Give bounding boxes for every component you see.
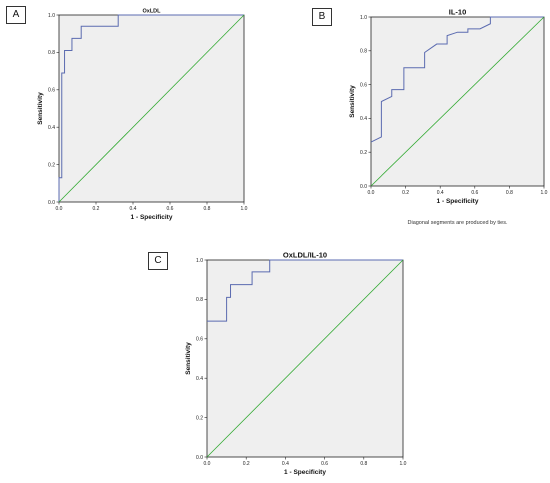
- y-tick-label: 0.2: [196, 415, 203, 421]
- y-tick-label: 0.0: [196, 455, 203, 461]
- x-tick-label: 0.6: [471, 190, 478, 196]
- y-tick-label: 0.6: [48, 88, 55, 94]
- x-tick-label: 0.2: [93, 206, 100, 212]
- y-tick-label: 1.0: [360, 15, 367, 21]
- panel-c-label: C: [148, 252, 168, 270]
- x-tick-label: 0.6: [321, 461, 328, 467]
- y-axis-title-c: Sensitivity: [185, 342, 192, 375]
- y-tick-label: 0.8: [196, 297, 203, 303]
- y-tick-label: 1.0: [196, 258, 203, 264]
- x-tick-label: 0.0: [204, 461, 211, 467]
- y-tick-label: 0.4: [48, 125, 55, 131]
- x-tick-label: 0.8: [506, 190, 513, 196]
- x-axis-title-b: 1 - Specificity: [437, 198, 479, 205]
- y-tick-label: 0.8: [48, 50, 55, 56]
- chart-a: 0.00.0 0.2 0.2 0.4 0.4 0.6 0.6 0.8 0.8 1.0 1.0 OxLD…: [37, 9, 248, 222]
- roc-curve-b: [370, 16, 544, 143]
- footnote-b: Diagonal segments are produced by ties.: [408, 220, 508, 226]
- y-tick-label: 0.0: [360, 184, 367, 190]
- y-axis-title-a: Sensitivity: [37, 92, 44, 125]
- reference-line-a: [58, 14, 245, 203]
- x-tick-label: 0.8: [360, 461, 367, 467]
- x-tick-label: 0.4: [437, 190, 444, 196]
- x-tick-label: 0.0: [368, 190, 375, 196]
- x-tick-label: 0.2: [243, 461, 250, 467]
- reference-line-b: [370, 16, 545, 187]
- y-tick-label: 0.4: [360, 116, 367, 122]
- chart-title-a: OxLDL: [142, 9, 161, 15]
- x-tick-label: 0.2: [402, 190, 409, 196]
- y-tick-label: 0.6: [196, 337, 203, 343]
- reference-line-c: [206, 259, 404, 458]
- chart-c: 0.00.0 0.2 0.2 0.4 0.4 0.6 0.6 0.8 0.8 1.0 1.0 OxLD…: [185, 251, 407, 477]
- x-tick-label: 0.4: [282, 461, 289, 467]
- x-tick-label: 1.0: [541, 190, 548, 196]
- y-tick-label: 0.8: [360, 49, 367, 55]
- panel-a-label: A: [6, 6, 26, 24]
- chart-title-c: OxLDL/IL-10: [283, 251, 327, 260]
- y-tick-label: 1.0: [48, 13, 55, 19]
- y-tick-label: 0.2: [360, 150, 367, 156]
- y-axis-title-b: Sensitivity: [349, 85, 356, 118]
- x-tick-label: 1.0: [241, 206, 248, 212]
- chart-b: 0.00.0 0.2 0.2 0.4 0.4 0.6 0.6 0.8 0.8 1.0 1.0 IL-1…: [349, 8, 548, 227]
- x-tick-label: 0.0: [56, 206, 63, 212]
- roc-curve-c: [207, 259, 403, 322]
- x-axis-title-c: 1 - Specificity: [284, 469, 326, 476]
- x-tick-label: 0.6: [167, 206, 174, 212]
- y-tick-label: 0.2: [48, 162, 55, 168]
- x-axis-title-a: 1 - Specificity: [131, 214, 173, 221]
- y-tick-label: 0.6: [360, 82, 367, 88]
- y-tick-label: 0.4: [196, 376, 203, 382]
- y-tick-label: 0.0: [48, 200, 55, 206]
- chart-title-b: IL-10: [449, 8, 467, 17]
- panel-b-label: B: [312, 8, 332, 26]
- x-tick-label: 1.0: [400, 461, 407, 467]
- roc-curve-a: [58, 14, 244, 202]
- x-tick-label: 0.4: [130, 206, 137, 212]
- x-tick-label: 0.8: [204, 206, 211, 212]
